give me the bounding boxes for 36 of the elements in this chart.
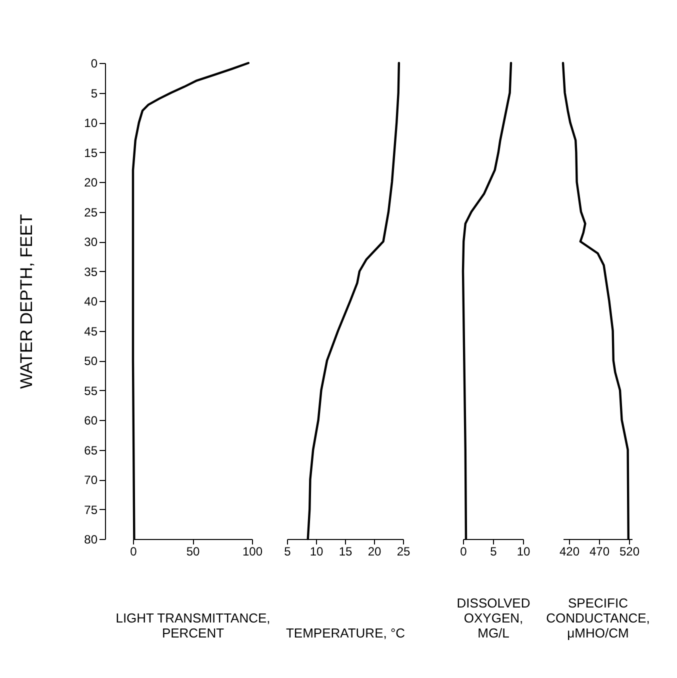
x-axis-title: TEMPERATURE, °C <box>286 626 406 640</box>
y-tick-label: 40 <box>84 294 98 308</box>
x-tick-label: 520 <box>619 544 640 558</box>
x-tick-label: 420 <box>559 544 580 558</box>
x-tick-label: 5 <box>284 544 292 558</box>
x-tick-label: 5 <box>490 544 498 558</box>
y-tick-label: 70 <box>84 473 98 487</box>
x-tick-label: 15 <box>338 544 352 558</box>
y-tick-label: 20 <box>84 176 98 190</box>
y-tick-label: 65 <box>84 443 98 458</box>
y-tick-label: 80 <box>84 532 98 546</box>
x-tick-label: 10 <box>516 544 530 558</box>
x-axis-title: LIGHT TRANSMITTANCE, PERCENT <box>116 610 270 640</box>
y-tick-label: 60 <box>84 414 98 428</box>
x-axis-title: SPECIFIC CONDUCTANCE, μMHO/CM <box>546 596 650 640</box>
x-tick-label: 0 <box>130 544 138 558</box>
x-tick-label: 20 <box>368 544 382 558</box>
y-tick-label: 50 <box>84 354 98 368</box>
x-tick-label: 50 <box>186 544 200 558</box>
y-tick-label: 0 <box>90 56 98 70</box>
x-tick-label: 25 <box>396 544 410 558</box>
x-tick-label: 470 <box>589 544 610 558</box>
y-tick-label: 5 <box>90 86 98 100</box>
y-tick-label: 10 <box>84 116 98 130</box>
y-tick-label: 25 <box>84 205 98 220</box>
x-tick-label: 10 <box>310 544 324 558</box>
y-tick-label: 35 <box>84 264 98 279</box>
y-axis-title: WATER DEPTH, FEET <box>17 214 36 389</box>
x-tick-label: 0 <box>460 544 468 558</box>
y-tick-label: 30 <box>84 235 98 249</box>
y-tick-label: 45 <box>84 324 98 338</box>
x-tick-label: 100 <box>242 544 263 558</box>
y-tick-label: 75 <box>84 502 98 517</box>
y-tick-label: 15 <box>84 146 98 160</box>
y-tick-label: 55 <box>84 384 98 398</box>
x-axis-title: DISSOLVED OXYGEN, MG/L <box>456 596 530 640</box>
